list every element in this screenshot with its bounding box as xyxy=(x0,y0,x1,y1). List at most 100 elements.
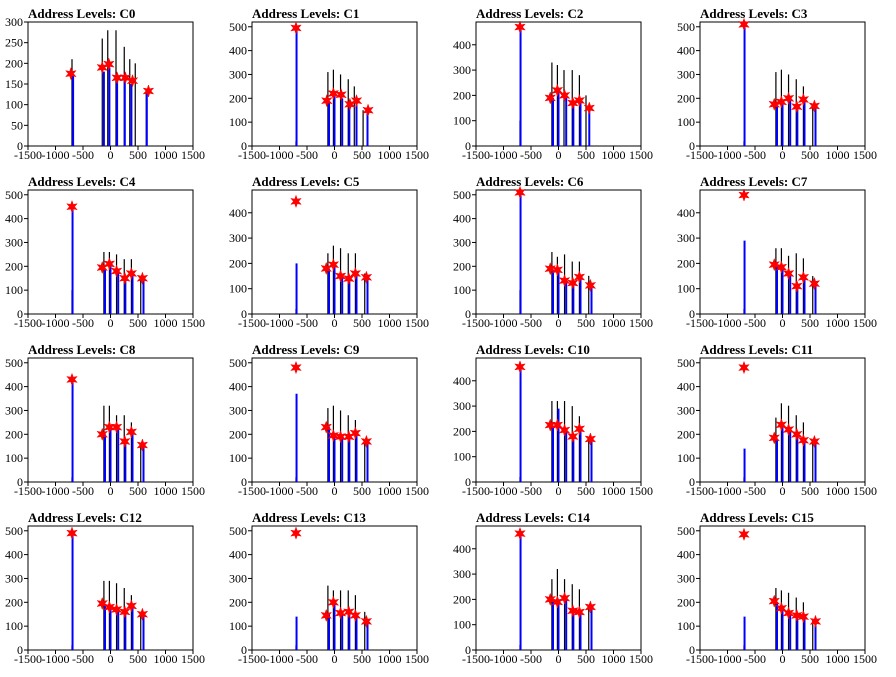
red-star-icon xyxy=(125,425,138,439)
x-tick-label: 0 xyxy=(108,484,114,498)
x-tick-label: -1500 xyxy=(462,652,490,666)
y-tick-label: 200 xyxy=(677,427,695,441)
x-tick-label: 1000 xyxy=(602,484,626,498)
red-star-icon xyxy=(797,270,810,285)
y-tick-label: 200 xyxy=(453,592,471,606)
red-star-icon xyxy=(782,91,795,106)
red-star-icon xyxy=(335,87,347,102)
red-star-icon xyxy=(126,73,139,88)
x-tick-label: -500 xyxy=(744,484,766,498)
y-tick-label: 200 xyxy=(229,595,247,609)
red-star-icon xyxy=(349,426,362,440)
y-tick-label: 400 xyxy=(5,548,23,562)
y-tick-label: 100 xyxy=(677,619,695,633)
red-star-icon xyxy=(738,360,750,375)
red-star-icon xyxy=(551,418,564,432)
red-star-icon xyxy=(544,418,557,432)
x-tick-label: 500 xyxy=(577,484,595,498)
red-star-icon xyxy=(66,526,78,540)
x-tick-label: 1000 xyxy=(826,148,850,162)
chart-title: Address Levels: C9 xyxy=(252,342,360,357)
y-tick-label: 100 xyxy=(677,282,695,296)
red-star-icon xyxy=(290,360,302,375)
y-tick-label: 400 xyxy=(229,548,247,562)
y-tick-label: 50 xyxy=(11,118,23,132)
y-tick-label: 500 xyxy=(5,356,23,370)
chart-panel: Address Levels: C0 0 50 100 150 200 250 300 -150… xyxy=(5,6,205,162)
red-star-icon xyxy=(320,93,333,108)
x-tick-label: 0 xyxy=(108,148,114,162)
red-star-icon xyxy=(360,270,373,285)
x-tick-label: -500 xyxy=(72,316,94,330)
red-star-icon xyxy=(782,422,795,437)
red-star-icon xyxy=(125,599,138,613)
x-tick-label: 0 xyxy=(332,316,338,330)
x-tick-label: 500 xyxy=(129,316,147,330)
x-tick-label: 500 xyxy=(801,148,819,162)
red-star-icon xyxy=(290,194,302,209)
x-tick-label: 1500 xyxy=(405,316,429,330)
x-tick-label: 1000 xyxy=(378,652,402,666)
chart-panel: Address Levels: C5 0 100 200 300 400 -1500 -100… xyxy=(229,174,429,330)
y-tick-label: 0 xyxy=(241,307,247,321)
red-star-icon xyxy=(797,92,810,107)
x-tick-label: 1000 xyxy=(154,316,178,330)
red-star-icon xyxy=(103,420,116,434)
chart-panel: Address Levels: C14 0 100 200 300 400 -1500 -10… xyxy=(453,510,653,666)
chart-title: Address Levels: C14 xyxy=(476,510,590,525)
x-tick-label: -1000 xyxy=(266,484,294,498)
red-star-icon xyxy=(142,84,155,98)
y-tick-label: 500 xyxy=(677,356,695,370)
y-tick-label: 300 xyxy=(453,567,471,581)
x-tick-label: -500 xyxy=(520,484,542,498)
x-tick-label: -1500 xyxy=(686,316,714,330)
y-tick-label: 200 xyxy=(5,595,23,609)
red-star-icon xyxy=(119,71,132,85)
y-tick-label: 400 xyxy=(677,380,695,394)
y-tick-label: 400 xyxy=(677,206,695,220)
red-star-icon xyxy=(514,185,526,200)
x-tick-label: 1000 xyxy=(602,148,626,162)
y-tick-label: 0 xyxy=(17,643,23,657)
x-tick-label: -1500 xyxy=(462,148,490,162)
y-tick-label: 0 xyxy=(689,307,695,321)
red-star-icon xyxy=(797,609,810,624)
y-tick-label: 100 xyxy=(453,114,471,128)
y-tick-label: 200 xyxy=(5,56,23,70)
x-tick-label: 500 xyxy=(577,316,595,330)
red-star-icon xyxy=(573,93,586,108)
x-tick-label: 1500 xyxy=(405,484,429,498)
red-star-icon xyxy=(584,432,597,446)
x-tick-label: 1000 xyxy=(378,316,402,330)
red-star-icon xyxy=(96,596,109,611)
y-tick-label: 0 xyxy=(689,475,695,489)
x-tick-label: 0 xyxy=(556,652,562,666)
x-tick-label: 500 xyxy=(353,316,371,330)
red-star-icon xyxy=(350,93,363,108)
red-star-icon xyxy=(66,372,78,387)
red-star-icon xyxy=(768,594,781,608)
x-tick-label: -500 xyxy=(296,484,318,498)
y-tick-label: 300 xyxy=(229,403,247,417)
y-tick-label: 300 xyxy=(229,231,247,245)
x-tick-label: 0 xyxy=(556,484,562,498)
y-tick-label: 400 xyxy=(229,206,247,220)
red-star-icon xyxy=(110,602,123,617)
x-tick-label: -1000 xyxy=(714,316,742,330)
y-tick-label: 500 xyxy=(453,188,471,202)
y-tick-label: 200 xyxy=(453,88,471,102)
x-tick-label: 1000 xyxy=(602,652,626,666)
red-star-icon xyxy=(360,614,373,629)
red-star-icon xyxy=(768,431,781,445)
x-tick-label: 1500 xyxy=(629,652,653,666)
x-tick-label: 500 xyxy=(801,316,819,330)
red-star-icon xyxy=(573,270,586,284)
chart-title: Address Levels: C8 xyxy=(28,342,136,357)
x-tick-label: -1000 xyxy=(266,316,294,330)
red-star-icon xyxy=(738,188,750,202)
x-tick-label: -1500 xyxy=(462,316,490,330)
red-star-icon xyxy=(797,433,810,448)
red-star-icon xyxy=(66,199,78,214)
x-tick-label: -1000 xyxy=(42,484,70,498)
y-tick-label: 0 xyxy=(465,643,471,657)
